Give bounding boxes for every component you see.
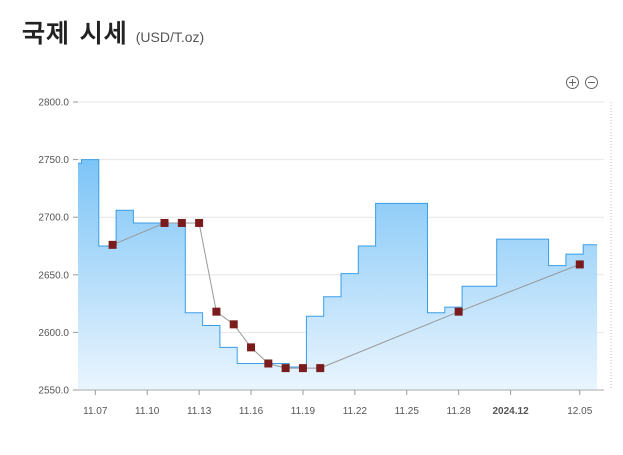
- y-tick-label: 2800.0: [38, 98, 69, 109]
- x-tick-label: 11.07: [83, 406, 108, 417]
- y-tick-label: 2550.0: [38, 386, 69, 397]
- x-tick-label: 2024.12: [492, 406, 529, 417]
- step-line: [78, 159, 598, 368]
- data-point: [212, 307, 221, 316]
- area-series: [78, 159, 598, 390]
- axes: 2800.0 2750.0 2700.0 2650.0 2600.0 2550.0 11.0…: [38, 98, 604, 417]
- y-tick-label: 2600.0: [38, 328, 69, 339]
- markers: [108, 218, 584, 373]
- data-point: [316, 364, 325, 373]
- data-point: [195, 218, 204, 227]
- data-point: [454, 307, 463, 316]
- x-tick-label: 11.13: [187, 406, 212, 417]
- x-tick-label: 11.10: [135, 406, 160, 417]
- data-point: [575, 260, 584, 269]
- data-point: [247, 343, 256, 352]
- page-title: 국제 시세: [22, 19, 128, 48]
- y-tick-label: 2750.0: [38, 155, 69, 166]
- data-point: [177, 218, 186, 227]
- x-tick-label: 11.22: [343, 406, 368, 417]
- zoom-in-icon[interactable]: [566, 76, 579, 89]
- unit-label: (USD/T.oz): [135, 29, 205, 45]
- data-point: [160, 218, 169, 227]
- x-tick-label: 11.28: [447, 406, 472, 417]
- x-tick-label: 12.05: [567, 406, 592, 417]
- data-point: [264, 359, 273, 368]
- x-tick-label: 11.19: [291, 406, 316, 417]
- x-tick-label: 11.16: [239, 406, 264, 417]
- zoom-controls: [566, 76, 598, 89]
- y-tick-label: 2650.0: [38, 270, 69, 281]
- zoom-out-icon[interactable]: [585, 76, 598, 89]
- y-tick-label: 2700.0: [38, 213, 69, 224]
- data-point: [298, 364, 307, 373]
- x-tick-label: 11.25: [395, 406, 420, 417]
- data-point: [108, 240, 117, 249]
- data-point: [229, 320, 238, 329]
- data-point: [281, 364, 290, 373]
- area-fill: [78, 159, 598, 390]
